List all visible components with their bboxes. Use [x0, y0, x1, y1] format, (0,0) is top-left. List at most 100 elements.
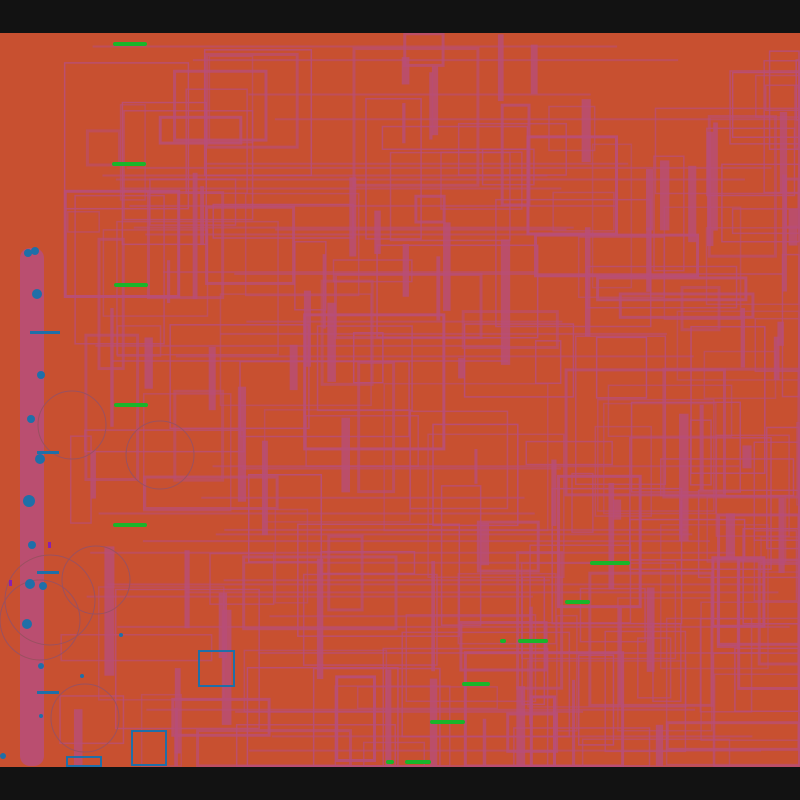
blue-square: [131, 730, 167, 766]
wireframe-rect: [376, 244, 539, 339]
vertical-stroke: [167, 260, 171, 304]
wireframe-rect: [432, 423, 519, 527]
wireframe-rect: [59, 695, 125, 745]
wireframe-rect: [158, 115, 243, 145]
wireframe-rect: [699, 617, 753, 713]
wireframe-rect: [352, 47, 480, 187]
vertical-stroke: [303, 290, 311, 367]
vertical-stroke: [402, 244, 409, 297]
wireframe-rect: [676, 310, 800, 381]
green-mark: [405, 760, 431, 764]
wireframe-rect: [564, 368, 726, 497]
wireframe-rect: [146, 191, 225, 300]
vertical-stroke: [788, 208, 798, 246]
wireframe-rect: [74, 194, 165, 345]
abstract-render-canvas: [0, 33, 800, 767]
wireframe-rect: [332, 259, 413, 283]
wireframe-rect: [219, 293, 372, 407]
wireframe-rect: [500, 103, 531, 207]
wireframe-rect: [459, 621, 548, 672]
vertical-stroke: [529, 606, 533, 725]
wireframe-rect: [356, 686, 498, 710]
wireframe-rect: [574, 335, 667, 485]
blue-dot: [25, 579, 35, 589]
green-mark: [518, 639, 548, 643]
vertical-stroke: [322, 254, 326, 329]
wireframe-rect: [716, 557, 740, 648]
wireframe-rect: [244, 192, 360, 297]
vertical-stroke: [773, 336, 780, 381]
wireframe-rect: [461, 310, 559, 349]
bottom-letterbox: [0, 767, 800, 800]
wireframe-rect: [548, 105, 596, 152]
vertical-stroke: [581, 99, 591, 163]
blue-dot: [39, 582, 47, 590]
vertical-stroke: [688, 165, 697, 243]
vertical-stroke: [584, 227, 591, 337]
purple-mark: [9, 580, 12, 586]
wireframe-rect: [607, 384, 733, 438]
wireframe-rect: [208, 55, 254, 144]
vertical-stroke: [608, 482, 615, 590]
wireframe-rect: [571, 472, 594, 533]
wireframe-rect: [595, 336, 648, 399]
vertical-stroke: [482, 718, 487, 766]
wireframe-rect: [596, 276, 748, 302]
blue-dot: [28, 541, 36, 549]
vertical-stroke: [402, 103, 406, 144]
vertical-stroke: [530, 44, 538, 94]
left-strip: [20, 248, 44, 766]
blue-dot: [23, 495, 35, 507]
outline-circle: [61, 545, 131, 615]
wireframe-rect: [119, 104, 146, 201]
wireframe-rect: [653, 155, 685, 272]
green-mark: [462, 682, 490, 686]
wireframe-rect: [476, 520, 540, 573]
wireframe-rect: [335, 675, 376, 762]
vertical-stroke: [458, 358, 466, 379]
vertical-stroke: [618, 607, 622, 705]
wireframe-rect: [414, 194, 446, 224]
wireframe-rect: [60, 634, 213, 662]
vertical-stroke: [655, 724, 664, 766]
wireframe-rect: [706, 127, 796, 197]
wireframe-rect: [591, 143, 633, 289]
purple-mark: [48, 542, 51, 548]
vertical-stroke: [779, 111, 788, 194]
wireframe-rect: [660, 524, 769, 670]
blue-square: [198, 650, 235, 687]
wireframe-rect: [85, 129, 121, 167]
wireframe-rect: [302, 573, 438, 666]
vertical-stroke: [782, 174, 787, 292]
vertical-stroke: [91, 450, 96, 499]
vertical-stroke: [646, 587, 655, 672]
vertical-stroke: [192, 172, 198, 300]
vertical-stroke: [706, 131, 714, 247]
blue-square: [66, 756, 102, 767]
vertical-stroke: [200, 186, 205, 245]
vertical-stroke: [401, 57, 410, 85]
blue-dot: [31, 247, 39, 255]
blue-dot: [22, 619, 32, 629]
vertical-stroke: [777, 321, 784, 346]
top-letterbox: [0, 0, 800, 33]
blue-mark: [37, 571, 59, 574]
wireframe-rect: [534, 233, 700, 278]
vertical-stroke: [516, 686, 526, 766]
vertical-stroke: [740, 308, 746, 368]
wireframe-rect: [734, 647, 800, 713]
vertical-stroke: [725, 513, 736, 558]
wireframe-rect: [534, 340, 562, 385]
vertical-stroke: [289, 344, 298, 391]
wireframe-rect: [618, 292, 755, 319]
blue-dot: [27, 415, 35, 423]
vertical-stroke: [110, 308, 114, 427]
wireframe-rect: [205, 205, 296, 285]
vertical-stroke: [174, 707, 178, 766]
wireframe-rect: [594, 425, 652, 517]
wireframe-rect: [556, 614, 578, 732]
vertical-stroke: [184, 550, 190, 629]
vertical-stroke: [144, 337, 153, 389]
wireframe-rect: [796, 421, 800, 506]
wireframe-rect: [357, 360, 396, 494]
